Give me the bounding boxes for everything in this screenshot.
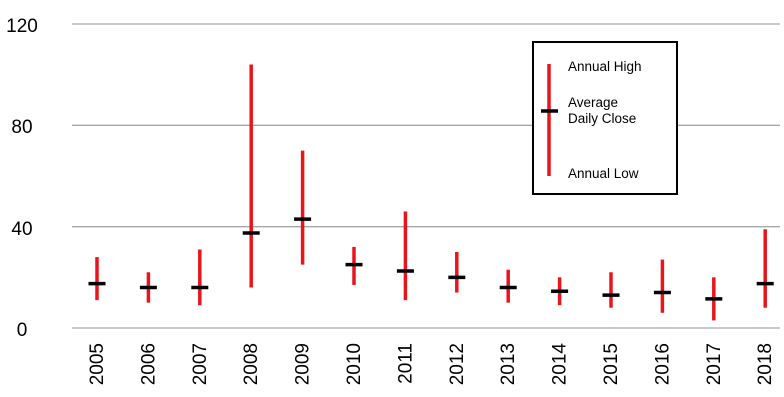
legend: Annual High Average Daily Close Annual L… xyxy=(532,41,678,195)
x-axis-tick-labels: 2005 2006 2007 2008 2009 2010 2011 2012 2013 2014… xyxy=(87,343,776,386)
y-tick-label-2: 80 xyxy=(11,117,32,138)
x-tick-label-2006: 2006 xyxy=(138,343,159,385)
x-tick-label-2016: 2016 xyxy=(652,343,673,385)
x-tick-label-2018: 2018 xyxy=(755,343,776,385)
x-tick-label-2011: 2011 xyxy=(395,343,416,384)
legend-close-label-line1: Average xyxy=(568,95,618,110)
y-tick-label-1: 40 xyxy=(11,219,32,240)
y-axis-tick-labels: 0 40 80 120 xyxy=(6,16,38,341)
legend-box xyxy=(532,41,678,195)
data-marks xyxy=(88,64,774,321)
gridlines xyxy=(72,23,780,329)
y-tick-label-0: 0 xyxy=(17,320,28,341)
x-tick-label-2010: 2010 xyxy=(344,343,365,385)
x-tick-label-2012: 2012 xyxy=(447,343,468,385)
x-tick-label-2013: 2013 xyxy=(498,343,519,385)
x-tick-label-2014: 2014 xyxy=(550,343,571,386)
legend-close-label-line2: Daily Close xyxy=(568,111,636,126)
y-tick-label-3: 120 xyxy=(6,16,38,37)
x-tick-label-2015: 2015 xyxy=(601,343,622,385)
x-tick-label-2005: 2005 xyxy=(87,343,108,385)
x-tick-label-2017: 2017 xyxy=(704,343,725,385)
x-tick-label-2009: 2009 xyxy=(293,343,314,385)
x-tick-label-2008: 2008 xyxy=(241,343,262,385)
legend-low-label: Annual Low xyxy=(568,166,639,181)
legend-high-label: Annual High xyxy=(568,59,642,74)
x-tick-label-2007: 2007 xyxy=(190,343,211,385)
